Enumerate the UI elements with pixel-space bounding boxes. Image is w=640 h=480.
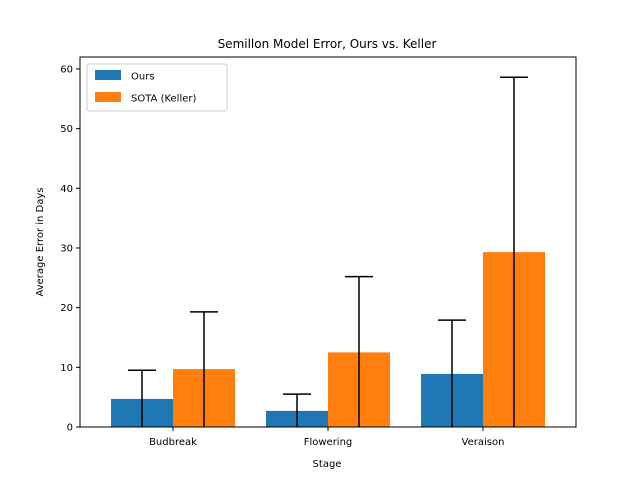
x-tick-label: Flowering — [304, 437, 353, 448]
y-tick-label: 0 — [67, 423, 73, 434]
y-tick-label: 40 — [60, 184, 73, 195]
y-axis-label: Average Error in Days — [35, 187, 46, 296]
legend-label-ours: Ours — [131, 72, 155, 83]
legend-swatch-sota — [95, 92, 121, 102]
y-tick-label: 20 — [60, 303, 73, 314]
x-tick-label: Budbreak — [149, 437, 197, 448]
x-axis-label: Stage — [313, 459, 342, 470]
plot-area: 0 10 20 30 40 50 60 Budbreak Flowering Veraison Ou… — [60, 56, 577, 448]
chart-title: Semillon Model Error, Ours vs. Keller — [218, 37, 437, 51]
legend-box — [86, 63, 228, 112]
legend-label-sota: SOTA (Keller) — [131, 94, 197, 105]
x-tick-label: Veraison — [462, 437, 505, 448]
y-tick-label: 50 — [60, 124, 73, 135]
legend-swatch-ours — [95, 70, 121, 80]
y-tick-label: 10 — [60, 363, 73, 374]
y-tick-label: 30 — [60, 243, 73, 254]
y-tick-label: 60 — [60, 64, 73, 75]
